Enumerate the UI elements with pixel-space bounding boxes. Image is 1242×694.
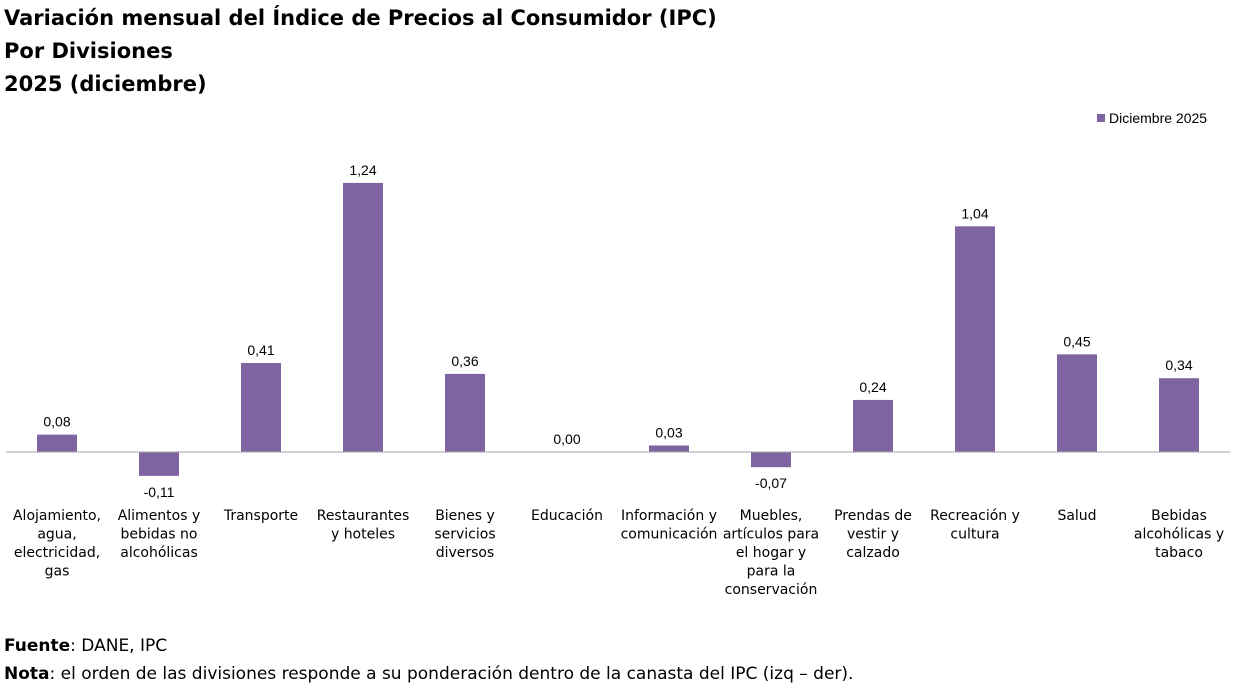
category-label: y hoteles [331,527,395,543]
title-line-3: 2025 (diciembre) [4,72,207,96]
category-label: para la [747,564,796,580]
data-label: 1,04 [961,205,988,221]
category-label: Alimentos y [118,508,201,524]
title-line-2: Por Divisiones [4,39,173,63]
bar [445,373,485,452]
bar [37,434,77,452]
category-label: el hogar y [736,545,806,561]
category-label: bebidas no [121,527,198,543]
bar [343,182,383,453]
category-label: Restaurantes [317,508,410,524]
data-label: -0,07 [755,475,787,491]
category-label: Muebles, [740,508,803,524]
category-label: alcohólicas [120,545,198,561]
category-label: Alojamiento, [13,508,101,524]
note-text: : el orden de las divisiones responde a … [49,664,854,684]
source-note: Fuente: DANE, IPC [4,636,167,656]
data-label: 0,24 [859,379,886,395]
category-label: tabaco [1155,545,1203,561]
category-label: Recreación y [930,508,1020,524]
data-label: -0,11 [144,484,175,500]
data-label: 0,41 [247,342,274,358]
category-label: comunicación [621,527,718,543]
bar [751,452,791,468]
category-label: Prendas de [834,508,912,524]
category-label: vestir y [847,527,899,543]
category-label: Salud [1057,508,1096,524]
bar [1159,378,1199,452]
legend-swatch [1097,114,1105,122]
bar [649,445,689,452]
data-label: 0,03 [655,424,682,440]
category-label: Bebidas [1151,508,1207,524]
category-label: gas [45,564,70,580]
bar [1057,354,1097,452]
title-line-1: Variación mensual del Índice de Precios … [4,6,717,30]
data-label: 0,00 [553,431,580,447]
category-label: agua, [37,527,76,543]
bar [853,399,893,452]
bar [241,363,281,452]
footnote: Nota: el orden de las divisiones respond… [4,664,853,684]
data-label: 0,08 [43,414,70,430]
note-label: Nota [4,664,50,684]
category-label: alcohólicas y [1134,527,1224,543]
data-label: 0,34 [1165,357,1192,373]
category-label: conservación [725,582,818,598]
data-label: 1,24 [349,162,376,178]
category-label: Educación [531,508,603,524]
source-text: : DANE, IPC [70,636,168,656]
category-label: electricidad, [14,545,100,561]
category-label: diversos [436,545,495,561]
bar [955,226,995,452]
data-label: 0,36 [451,353,478,369]
category-label: artículos para [723,527,819,543]
category-label: cultura [950,527,999,543]
bar-chart: 0,08 Alojamiento, agua, electricidad, gas -0,… [6,110,1230,598]
category-label: calzado [846,545,900,561]
bar [139,452,179,476]
category-label: Bienes y [435,508,495,524]
source-label: Fuente [4,636,71,656]
chart-title: Variación mensual del Índice de Precios … [4,2,717,101]
category-label: Información y [621,508,717,524]
category-label: Transporte [223,508,298,524]
data-label: 0,45 [1063,333,1090,349]
category-label: servicios [434,527,495,543]
legend-label: Diciembre 2025 [1109,110,1207,126]
